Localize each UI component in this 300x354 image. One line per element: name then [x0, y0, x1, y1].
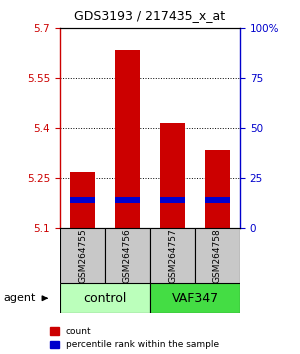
Bar — [115, 197, 140, 203]
Text: GSM264756: GSM264756 — [123, 228, 132, 283]
Text: agent: agent — [3, 293, 35, 303]
Bar — [160, 123, 185, 228]
Bar — [105, 228, 150, 283]
Text: GSM264757: GSM264757 — [168, 228, 177, 283]
Bar — [70, 197, 95, 203]
Bar — [205, 150, 230, 228]
Bar — [150, 283, 240, 313]
Bar — [150, 228, 195, 283]
Bar — [115, 50, 140, 228]
Bar — [60, 283, 150, 313]
Text: VAF347: VAF347 — [171, 292, 219, 305]
Text: control: control — [83, 292, 127, 305]
Legend: count, percentile rank within the sample: count, percentile rank within the sample — [50, 327, 219, 349]
Text: GSM264758: GSM264758 — [213, 228, 222, 283]
Bar — [60, 228, 105, 283]
Bar — [205, 197, 230, 203]
Bar — [195, 228, 240, 283]
Bar — [160, 197, 185, 203]
Text: GSM264755: GSM264755 — [78, 228, 87, 283]
Bar — [70, 172, 95, 228]
Text: GDS3193 / 217435_x_at: GDS3193 / 217435_x_at — [74, 10, 226, 22]
